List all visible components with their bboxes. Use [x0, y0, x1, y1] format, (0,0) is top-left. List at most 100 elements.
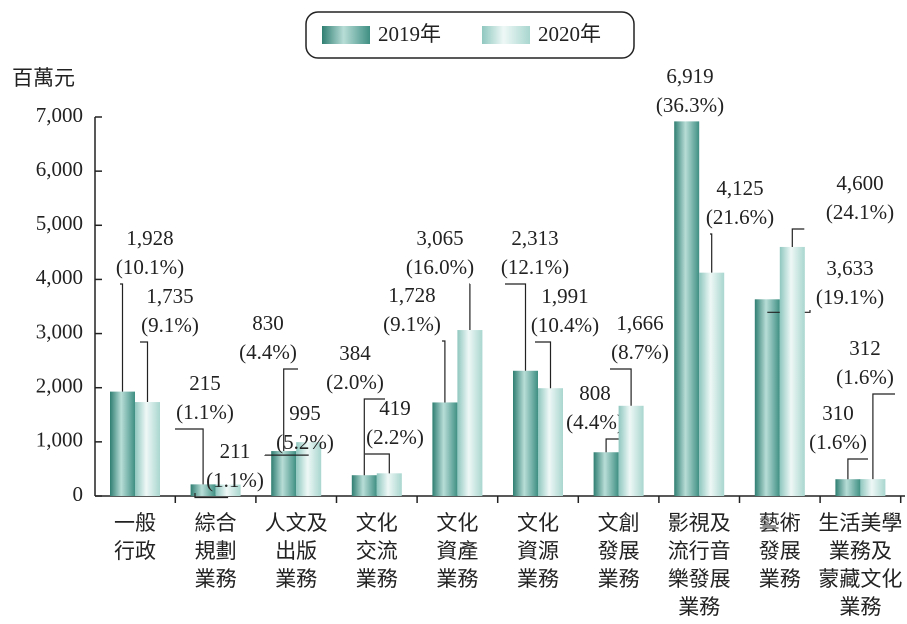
- leader-line: [710, 233, 713, 273]
- leader-line: [847, 458, 868, 480]
- value-label: 211: [220, 439, 251, 463]
- share-label: (1.6%): [836, 365, 894, 389]
- value-label: 215: [189, 371, 221, 395]
- y-tick-label: 7,000: [36, 103, 83, 127]
- x-tick-label: 資產: [436, 539, 478, 563]
- bar: [779, 246, 805, 496]
- value-label: 830: [252, 311, 284, 335]
- bar: [618, 405, 644, 496]
- share-label: (4.4%): [566, 410, 624, 434]
- y-axis-title: 百萬元: [12, 66, 75, 90]
- x-tick-label: 文化: [356, 511, 398, 535]
- x-tick-label: 業務及: [829, 539, 892, 563]
- y-tick-label: 4,000: [36, 265, 83, 289]
- bar: [376, 473, 402, 496]
- y-tick-label: 5,000: [36, 211, 83, 235]
- x-tick-label: 藝術: [759, 511, 801, 535]
- x-tick-label: 綜合: [195, 511, 237, 535]
- x-tick-label: 業務: [275, 567, 317, 591]
- legend-swatch: [482, 26, 530, 44]
- leader-line: [120, 283, 124, 392]
- share-label: (21.6%): [706, 205, 774, 229]
- bar: [754, 299, 780, 496]
- share-label: (2.2%): [366, 425, 424, 449]
- value-label: 4,125: [716, 176, 763, 200]
- share-label: (9.1%): [383, 312, 441, 336]
- x-tick-label: 業務: [759, 567, 801, 591]
- bar: [674, 121, 700, 497]
- leader-line: [872, 393, 895, 480]
- value-label: 419: [379, 396, 411, 420]
- y-tick-label: 3,000: [36, 319, 83, 343]
- legend-swatch: [322, 26, 370, 44]
- share-label: (12.1%): [501, 255, 569, 279]
- leader-line: [175, 428, 204, 485]
- x-tick-label: 文創: [598, 511, 640, 535]
- bar: [215, 484, 241, 496]
- x-tick-label: 流行音: [668, 539, 731, 563]
- bar: [190, 484, 216, 496]
- x-tick-label: 業務: [678, 595, 720, 619]
- y-tick-label: 0: [73, 482, 84, 506]
- x-tick-label: 發展: [598, 539, 640, 563]
- bar: [432, 402, 458, 496]
- x-tick-label: 人文及: [265, 511, 328, 535]
- y-tick-label: 6,000: [36, 157, 83, 181]
- bar: [538, 388, 563, 496]
- x-tick-label: 業務: [598, 567, 640, 591]
- value-label: 995: [289, 401, 321, 425]
- value-label: 1,735: [146, 284, 193, 308]
- x-tick-label: 出版: [275, 539, 317, 563]
- x-tick-label: 影視及: [668, 511, 731, 535]
- share-label: (19.1%): [816, 285, 884, 309]
- share-label: (10.1%): [116, 255, 184, 279]
- x-tick-label: 蒙藏文化: [818, 567, 902, 591]
- share-label: (16.0%): [406, 255, 474, 279]
- x-tick-label: 業務: [839, 595, 881, 619]
- bar: [457, 330, 483, 496]
- bar: [296, 442, 322, 496]
- leader-line: [505, 283, 527, 371]
- x-tick-label: 資源: [517, 539, 559, 563]
- share-label: (2.0%): [326, 370, 384, 394]
- legend-label: 2019年: [378, 22, 441, 46]
- x-tick-label: 發展: [759, 539, 801, 563]
- bar: [271, 451, 297, 496]
- leader-line: [610, 368, 632, 406]
- leader-line: [283, 368, 298, 452]
- bar: [513, 370, 538, 496]
- share-label: (1.1%): [206, 468, 264, 492]
- bar: [835, 479, 861, 496]
- value-label: 3,065: [416, 226, 463, 250]
- y-tick-label: 2,000: [36, 374, 83, 398]
- x-tick-label: 生活美學: [818, 511, 902, 535]
- value-label: 1,991: [541, 284, 588, 308]
- leader-line: [194, 493, 229, 499]
- share-label: (10.4%): [531, 313, 599, 337]
- bar: [110, 391, 135, 496]
- value-label: 384: [339, 341, 371, 365]
- leader-line: [365, 453, 390, 474]
- value-label: 4,600: [836, 171, 883, 195]
- leader-line: [363, 398, 385, 476]
- share-label: (36.3%): [656, 93, 724, 117]
- value-label: 1,666: [616, 311, 663, 335]
- leader-line: [442, 340, 446, 403]
- share-label: (1.6%): [809, 430, 867, 454]
- share-label: (24.1%): [826, 200, 894, 224]
- bar: [860, 479, 886, 496]
- leader-line: [535, 341, 552, 389]
- legend-box: [305, 11, 635, 59]
- value-label: 1,928: [126, 226, 173, 250]
- value-label: 3,633: [826, 256, 873, 280]
- x-tick-label: 業務: [356, 567, 398, 591]
- share-label: (9.1%): [141, 313, 199, 337]
- leader-line: [791, 228, 805, 247]
- share-label: (4.4%): [239, 340, 297, 364]
- x-tick-label: 業務: [436, 567, 478, 591]
- share-label: (1.1%): [176, 400, 234, 424]
- value-label: 310: [822, 401, 854, 425]
- value-label: 2,313: [511, 226, 558, 250]
- x-tick-label: 業務: [195, 567, 237, 591]
